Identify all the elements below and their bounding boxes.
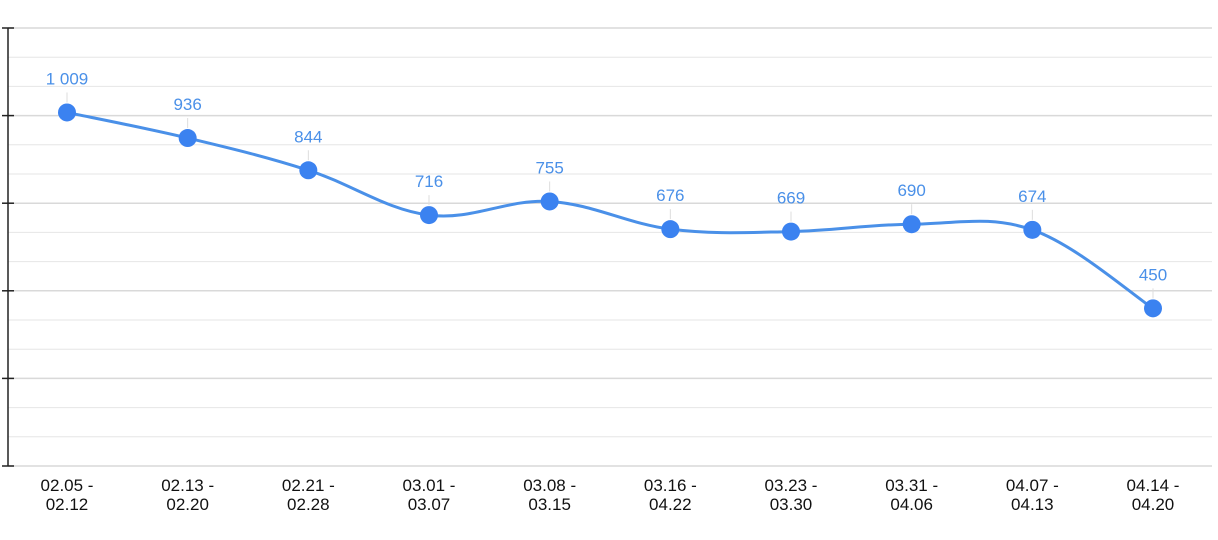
data-label: 690 [897,181,925,200]
data-label: 755 [535,158,563,177]
x-tick-label: 04.07 -04.13 [1006,476,1059,514]
data-label: 936 [173,95,201,114]
data-label: 669 [777,189,805,208]
x-tick-label: 03.08 -03.15 [523,476,576,514]
x-axis-tick-labels: 02.05 -02.12 02.13 -02.20 02.21 -02.28 03.0… [41,476,1180,514]
x-tick-label: 02.13 -02.20 [161,476,214,514]
series-line-group [65,110,1155,310]
series-line [65,110,1155,310]
data-label: 716 [415,172,443,191]
x-tick-label: 04.14 -04.20 [1127,476,1180,514]
x-tick-label: 03.01 -03.07 [403,476,456,514]
y-axis [2,27,14,467]
gridlines [8,27,1212,467]
x-tick-label: 02.05 -02.12 [41,476,94,514]
data-point[interactable] [58,103,76,122]
data-label: 674 [1018,187,1046,206]
data-labels: 1 009 936 844 716 755 676 669 690 674 450 [46,69,1167,299]
data-point[interactable] [299,161,318,180]
data-point[interactable] [782,222,800,241]
data-point[interactable] [178,129,197,148]
data-label: 676 [656,186,684,205]
data-point[interactable] [540,192,559,211]
data-point[interactable] [661,220,680,239]
data-label: 844 [294,127,322,146]
x-tick-label: 03.31 -04.06 [885,476,938,514]
x-tick-label: 03.23 -03.30 [765,476,818,514]
x-tick-label: 03.16 -04.22 [644,476,697,514]
data-point[interactable] [902,215,921,234]
x-tick-label: 02.21 -02.28 [282,476,335,514]
data-points [58,103,1162,318]
data-label: 1 009 [46,69,89,88]
data-point[interactable] [1023,220,1042,239]
data-label: 450 [1139,265,1167,284]
data-point[interactable] [1144,299,1162,318]
data-point[interactable] [420,206,438,225]
